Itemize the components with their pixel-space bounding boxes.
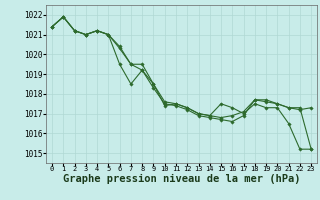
X-axis label: Graphe pression niveau de la mer (hPa): Graphe pression niveau de la mer (hPa) [63, 174, 300, 184]
